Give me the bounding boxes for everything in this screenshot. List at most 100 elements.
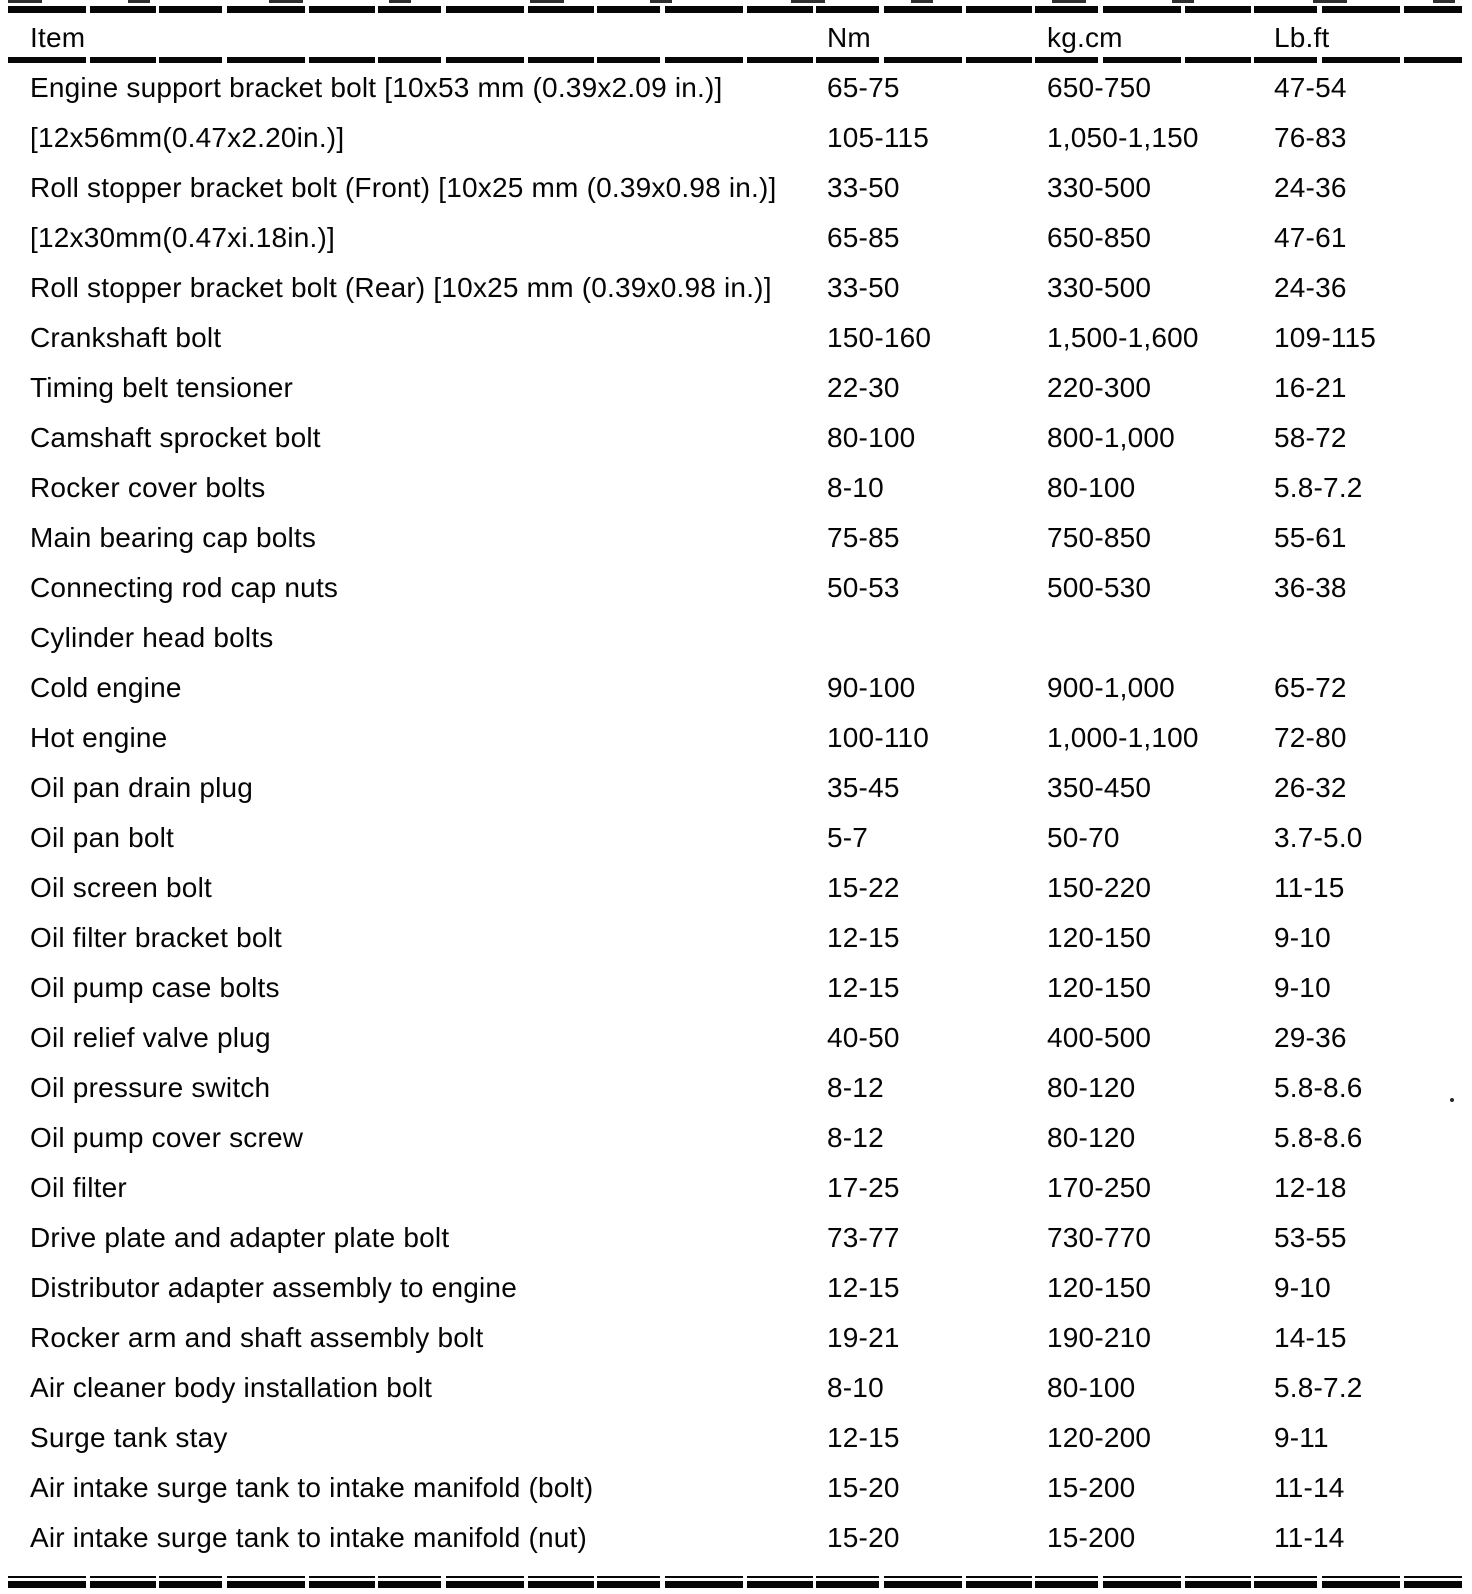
nm-cell: 33-50: [827, 172, 900, 203]
kgcm-cell: 120-150: [1047, 972, 1152, 1003]
lbft-cell: 55-61: [1274, 522, 1347, 553]
kgcm-cell: 500-530: [1047, 572, 1152, 603]
lbft-cell: 5.8-8.6: [1274, 1072, 1363, 1103]
table-row: Main bearing cap bolts 75-85 750-850 55-…: [8, 513, 1464, 563]
table-row: Oil pump case bolts 12-15 120-150 9-10: [8, 963, 1464, 1013]
table-row: Oil pump cover screw 8-12 80-120 5.8-8.6: [8, 1113, 1464, 1163]
item-cell: Oil filter: [30, 1172, 127, 1203]
lbft-cell: 5.8-7.2: [1274, 472, 1363, 503]
nm-cell: 8-10: [827, 472, 884, 503]
col-header-nm: Nm: [827, 22, 871, 53]
table-bottom-border-thick: [8, 1581, 1462, 1588]
nm-cell: 150-160: [827, 322, 932, 353]
table-row: Camshaft sprocket bolt 80-100 800-1,000 …: [8, 413, 1464, 463]
kgcm-cell: 15-200: [1047, 1472, 1136, 1503]
kgcm-cell: 1,000-1,100: [1047, 722, 1199, 753]
col-header-item: Item: [30, 22, 86, 53]
kgcm-cell: 80-120: [1047, 1072, 1136, 1103]
table-row: Rocker cover bolts 8-10 80-100 5.8-7.2: [8, 463, 1464, 513]
item-cell: [12x56mm(0.47x2.20in.)]: [30, 122, 345, 153]
nm-cell: 15-22: [827, 872, 900, 903]
table-row: Air intake surge tank to intake manifold…: [8, 1513, 1464, 1563]
lbft-cell: 9-10: [1274, 972, 1331, 1003]
item-cell: Oil pump cover screw: [30, 1122, 304, 1153]
kgcm-cell: [1047, 613, 1274, 663]
table-row: Oil filter bracket bolt 12-15 120-150 9-…: [8, 913, 1464, 963]
nm-cell: 12-15: [827, 1422, 900, 1453]
kgcm-cell: 650-850: [1047, 222, 1152, 253]
nm-cell: 8-12: [827, 1072, 884, 1103]
lbft-cell: 9-10: [1274, 1272, 1331, 1303]
table-row: Oil relief valve plug 40-50 400-500 29-3…: [8, 1013, 1464, 1063]
lbft-cell: 24-36: [1274, 172, 1347, 203]
lbft-cell: [1274, 613, 1464, 663]
nm-cell: 50-53: [827, 572, 900, 603]
kgcm-cell: 350-450: [1047, 772, 1152, 803]
kgcm-cell: 80-100: [1047, 1372, 1136, 1403]
item-cell: Roll stopper bracket bolt (Rear) [10x25 …: [30, 272, 772, 303]
lbft-cell: 5.8-7.2: [1274, 1372, 1363, 1403]
table-row: Roll stopper bracket bolt (Front) [10x25…: [8, 163, 1464, 213]
lbft-cell: 11-14: [1274, 1522, 1345, 1553]
item-cell: Timing belt tensioner: [30, 372, 294, 403]
lbft-cell: 58-72: [1274, 422, 1347, 453]
kgcm-cell: 1,050-1,150: [1047, 122, 1199, 153]
table-row: Air intake surge tank to intake manifold…: [8, 1463, 1464, 1513]
table-row: Roll stopper bracket bolt (Rear) [10x25 …: [8, 263, 1464, 313]
lbft-cell: 3.7-5.0: [1274, 822, 1363, 853]
item-cell: Rocker cover bolts: [30, 472, 266, 503]
table-header: Item Nm kg.cm Lb.ft: [8, 13, 1464, 63]
kgcm-cell: 120-200: [1047, 1422, 1152, 1453]
lbft-cell: 109-115: [1274, 322, 1377, 353]
nm-cell: 35-45: [827, 772, 900, 803]
kgcm-cell: 900-1,000: [1047, 672, 1175, 703]
item-cell: Cylinder head bolts: [30, 622, 274, 653]
col-header-lbft: Lb.ft: [1274, 22, 1330, 53]
lbft-cell: 36-38: [1274, 572, 1347, 603]
item-cell: [12x30mm(0.47xi.18in.)]: [30, 222, 335, 253]
lbft-cell: 24-36: [1274, 272, 1347, 303]
table-bottom-border-thin: [8, 1576, 1462, 1578]
kgcm-cell: 150-220: [1047, 872, 1152, 903]
item-cell: Connecting rod cap nuts: [30, 572, 339, 603]
table-row: Oil screen bolt 15-22 150-220 11-15: [8, 863, 1464, 913]
torque-spec-table: Item Nm kg.cm Lb.ft Engine support brack…: [8, 13, 1464, 1563]
lbft-cell: 29-36: [1274, 1022, 1347, 1053]
kgcm-cell: 170-250: [1047, 1172, 1152, 1203]
item-cell: Air intake surge tank to intake manifold…: [30, 1522, 588, 1553]
nm-cell: 65-85: [827, 222, 900, 253]
kgcm-cell: 220-300: [1047, 372, 1152, 403]
nm-cell: 12-15: [827, 1272, 900, 1303]
lbft-cell: 26-32: [1274, 772, 1347, 803]
item-cell: Oil pump case bolts: [30, 972, 280, 1003]
table-row: Surge tank stay 12-15 120-200 9-11: [8, 1413, 1464, 1463]
nm-cell: 19-21: [827, 1322, 900, 1353]
torque-table-body: Engine support bracket bolt [10x53 mm (0…: [8, 63, 1464, 1563]
table-row: Engine support bracket bolt [10x53 mm (0…: [8, 63, 1464, 113]
item-cell: Oil relief valve plug: [30, 1022, 271, 1053]
nm-cell: 100-110: [827, 722, 930, 753]
table-row: [12x56mm(0.47x2.20in.)] 105-115 1,050-1,…: [8, 113, 1464, 163]
lbft-cell: 16-21: [1274, 372, 1347, 403]
table-row: Cylinder head bolts: [8, 613, 1464, 663]
nm-cell: 5-7: [827, 822, 869, 853]
item-cell: Air intake surge tank to intake manifold…: [30, 1472, 594, 1503]
lbft-cell: 14-15: [1274, 1322, 1347, 1353]
kgcm-cell: 190-210: [1047, 1322, 1152, 1353]
item-cell: Cold engine: [30, 672, 182, 703]
kgcm-cell: 750-850: [1047, 522, 1152, 553]
item-cell: Oil pan drain plug: [30, 772, 254, 803]
item-cell: Air cleaner body installation bolt: [30, 1372, 433, 1403]
item-cell: Distributor adapter assembly to engine: [30, 1272, 517, 1303]
lbft-cell: 5.8-8.6: [1274, 1122, 1363, 1153]
item-cell: Oil screen bolt: [30, 872, 212, 903]
nm-cell: 15-20: [827, 1472, 900, 1503]
kgcm-cell: 80-120: [1047, 1122, 1136, 1153]
nm-cell: 90-100: [827, 672, 916, 703]
table-row: Distributor adapter assembly to engine 1…: [8, 1263, 1464, 1313]
kgcm-cell: 50-70: [1047, 822, 1120, 853]
table-row: Oil filter 17-25 170-250 12-18: [8, 1163, 1464, 1213]
table-row: Connecting rod cap nuts 50-53 500-530 36…: [8, 563, 1464, 613]
item-cell: Engine support bracket bolt [10x53 mm (0…: [30, 72, 723, 103]
nm-cell: 105-115: [827, 122, 930, 153]
